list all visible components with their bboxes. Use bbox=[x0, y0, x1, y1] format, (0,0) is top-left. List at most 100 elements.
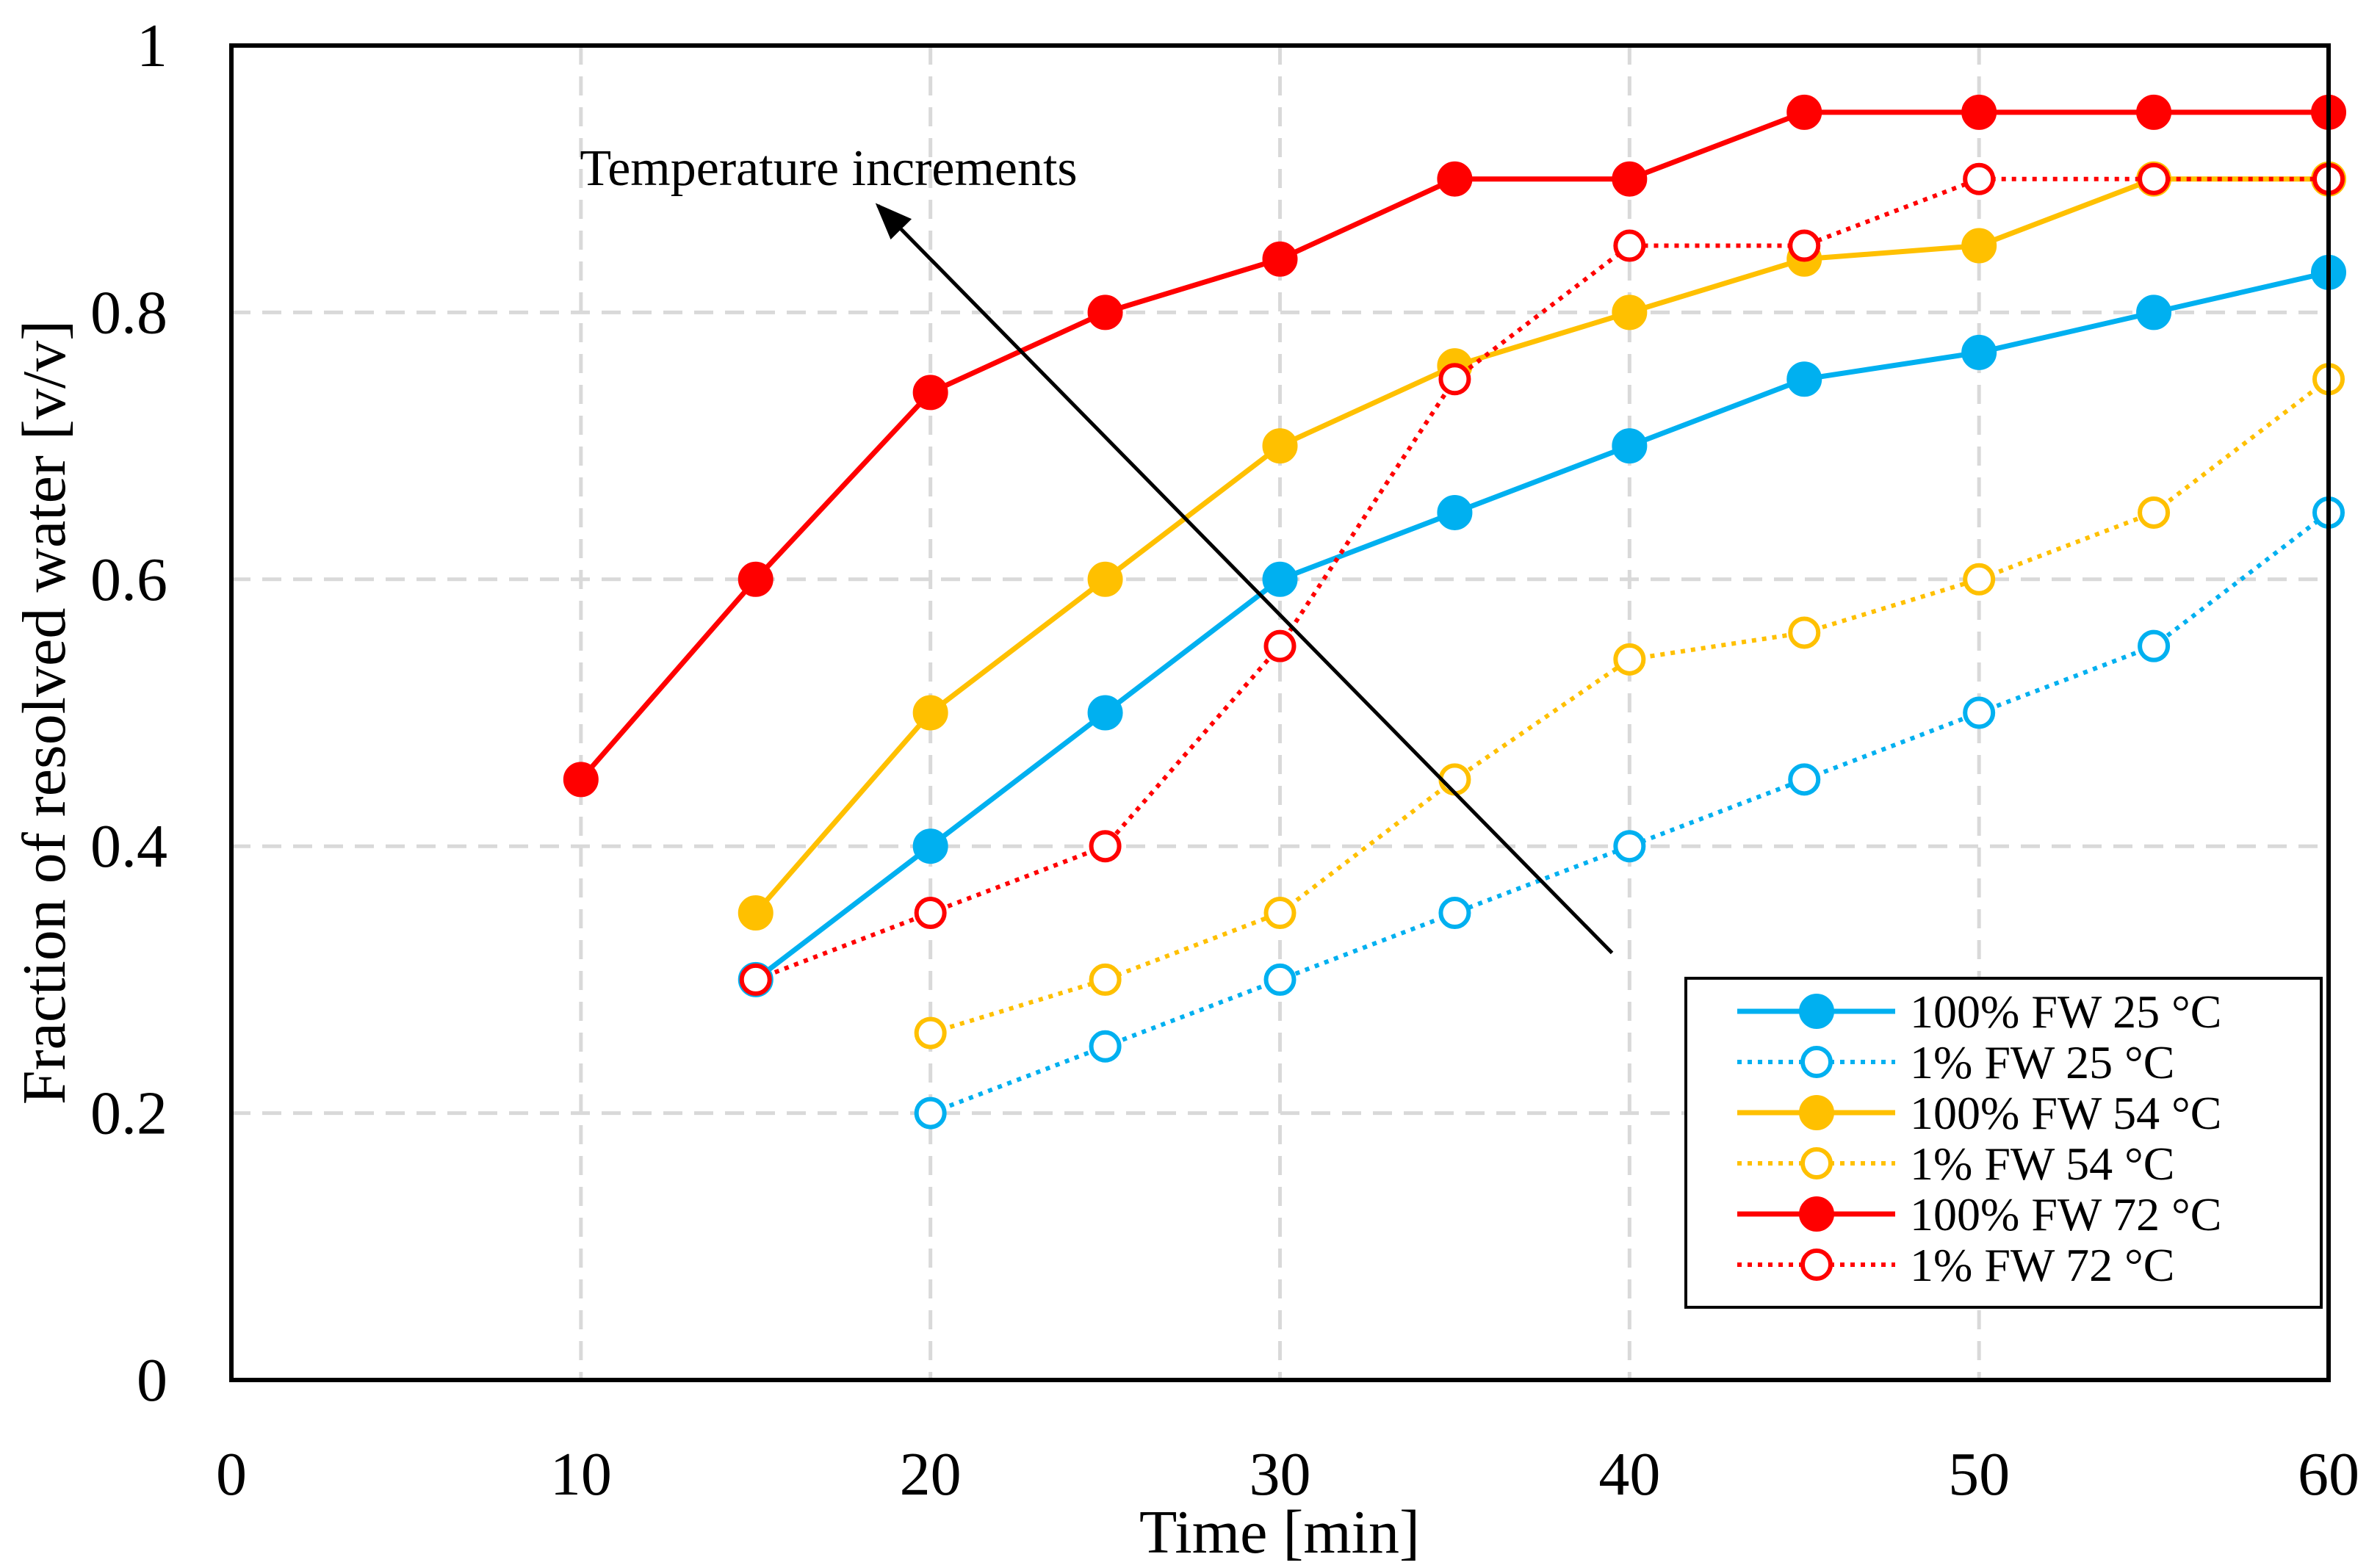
data-point bbox=[1961, 94, 1997, 130]
x-axis-title: Time [min] bbox=[1139, 1498, 1420, 1567]
temperature-increments-arrow bbox=[875, 203, 1614, 955]
data-point bbox=[2138, 496, 2171, 529]
y-axis-title: Fraction of resolved water [v/v] bbox=[10, 320, 79, 1105]
data-point bbox=[1613, 643, 1646, 676]
data-point bbox=[739, 963, 772, 996]
legend-entry: 1% FW 54 °C bbox=[1737, 1138, 2174, 1190]
data-point bbox=[1961, 228, 1997, 264]
legend-label: 100% FW 72 °C bbox=[1910, 1188, 2221, 1240]
data-point bbox=[1438, 897, 1471, 930]
series-1pct-fw-72-c bbox=[739, 162, 2345, 996]
series-line bbox=[929, 510, 2330, 1116]
legend-marker-swatch bbox=[1799, 1196, 1834, 1232]
series-line bbox=[754, 270, 2329, 982]
legend-entry: 1% FW 25 °C bbox=[1737, 1036, 2174, 1088]
data-point bbox=[1263, 897, 1297, 930]
series-line bbox=[754, 176, 2329, 982]
data-point bbox=[1786, 94, 1822, 130]
x-tick-label: 60 bbox=[2298, 1440, 2359, 1509]
legend-marker-swatch bbox=[1800, 1046, 1833, 1078]
data-point bbox=[1263, 629, 1297, 662]
data-point bbox=[1437, 161, 1473, 197]
legend-label: 100% FW 54 °C bbox=[1910, 1087, 2221, 1139]
legend-entry: 100% FW 72 °C bbox=[1737, 1188, 2221, 1240]
x-tick-label: 30 bbox=[1250, 1440, 1311, 1509]
data-point bbox=[1087, 295, 1123, 330]
annotation: Temperature increments bbox=[580, 140, 1614, 955]
legend-label: 1% FW 72 °C bbox=[1910, 1239, 2174, 1291]
data-point bbox=[1612, 295, 1648, 330]
data-point bbox=[1263, 963, 1297, 996]
y-tick-label: 0 bbox=[137, 1346, 167, 1415]
legend-entry: 100% FW 25 °C bbox=[1737, 986, 2221, 1038]
data-point bbox=[912, 828, 948, 864]
annotation-label: Temperature increments bbox=[580, 140, 1077, 197]
data-point bbox=[1788, 763, 1821, 796]
data-point bbox=[738, 561, 774, 597]
legend-entry: 1% FW 72 °C bbox=[1737, 1239, 2174, 1291]
data-point bbox=[1262, 561, 1298, 597]
plot-area-frame bbox=[229, 43, 2331, 1382]
data-point bbox=[914, 1096, 947, 1130]
series-100pct-fw-72-c bbox=[563, 94, 2346, 798]
series-line bbox=[929, 377, 2330, 1036]
data-point bbox=[1613, 229, 1646, 262]
data-point bbox=[914, 897, 947, 930]
y-tick-label: 1 bbox=[137, 12, 167, 80]
legend-marker-swatch bbox=[1800, 1249, 1833, 1281]
data-point bbox=[1087, 695, 1123, 731]
x-tick-label: 50 bbox=[1948, 1440, 2010, 1509]
data-point bbox=[1089, 1030, 1122, 1063]
legend-entry: 100% FW 54 °C bbox=[1737, 1087, 2221, 1139]
data-point bbox=[1262, 241, 1298, 277]
axis-tick-labels: 0 10 20 30 40 50 60 0 0.2 0.4 0.6 0.8 1 bbox=[90, 12, 2359, 1509]
data-point bbox=[912, 695, 948, 731]
x-tick-label: 10 bbox=[550, 1440, 612, 1509]
data-point bbox=[1963, 696, 1996, 729]
data-point bbox=[1961, 334, 1997, 370]
data-point bbox=[1087, 561, 1123, 597]
legend-marker-swatch bbox=[1799, 994, 1834, 1029]
data-point bbox=[1437, 494, 1473, 530]
data-point bbox=[1788, 229, 1821, 262]
data-point bbox=[1089, 830, 1122, 863]
data-point bbox=[1089, 963, 1122, 996]
plot-series bbox=[563, 94, 2346, 1130]
legend-box bbox=[1684, 977, 2323, 1309]
data-point bbox=[2138, 629, 2171, 662]
legend-marker-swatch bbox=[1799, 1095, 1834, 1130]
x-tick-label: 40 bbox=[1598, 1440, 1660, 1509]
x-tick-label: 20 bbox=[900, 1440, 962, 1509]
y-tick-label: 0.8 bbox=[90, 278, 167, 347]
data-point bbox=[1613, 830, 1646, 863]
data-point bbox=[1963, 162, 1996, 195]
legend-label: 1% FW 25 °C bbox=[1910, 1036, 2174, 1088]
data-point bbox=[1786, 361, 1822, 397]
y-tick-label: 0.4 bbox=[90, 812, 167, 881]
data-point bbox=[2136, 94, 2172, 130]
data-point bbox=[1438, 363, 1471, 396]
data-point bbox=[1438, 763, 1471, 796]
y-tick-label: 0.2 bbox=[90, 1080, 167, 1148]
data-point bbox=[1262, 428, 1298, 464]
data-point bbox=[914, 1016, 947, 1049]
data-point bbox=[912, 375, 948, 411]
data-point bbox=[738, 895, 774, 931]
series-line bbox=[754, 176, 2329, 915]
legend-label: 100% FW 25 °C bbox=[1910, 986, 2221, 1038]
series-1pct-fw-54-c bbox=[914, 363, 2345, 1049]
data-point bbox=[2138, 162, 2171, 195]
y-tick-label: 0.6 bbox=[90, 546, 167, 614]
legend-marker-swatch bbox=[1800, 1147, 1833, 1179]
series-1pct-fw-25-c bbox=[914, 496, 2345, 1130]
data-point bbox=[1788, 616, 1821, 649]
data-point bbox=[2136, 295, 2172, 330]
data-point bbox=[563, 762, 599, 798]
data-point bbox=[1612, 161, 1648, 197]
x-tick-label: 0 bbox=[216, 1440, 247, 1509]
legend-label: 1% FW 54 °C bbox=[1910, 1138, 2174, 1190]
series-100pct-fw-25-c bbox=[738, 254, 2346, 997]
data-point bbox=[1963, 563, 1996, 596]
